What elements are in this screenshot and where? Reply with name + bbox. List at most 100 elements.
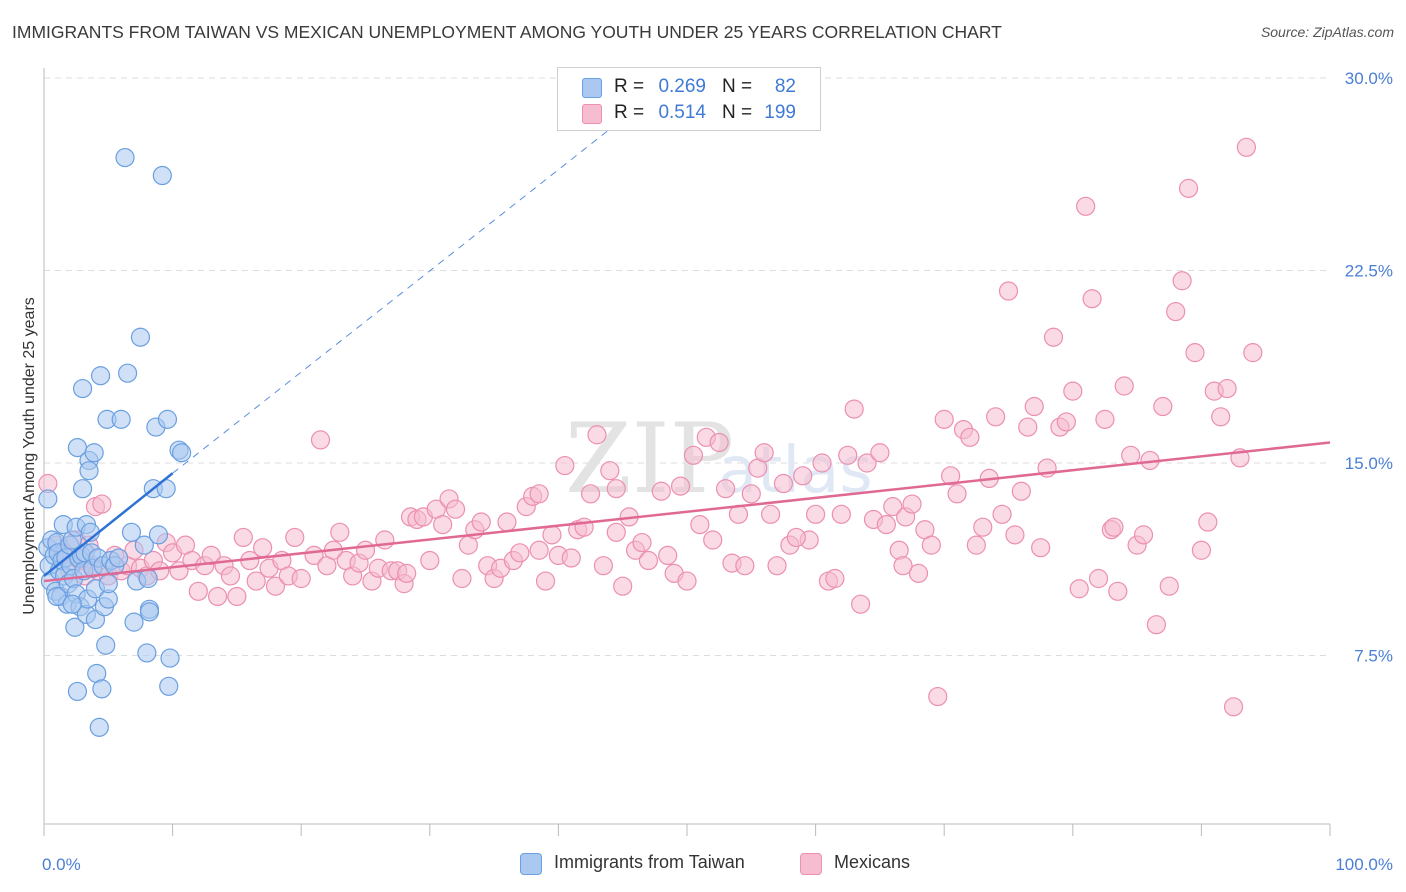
point-mexicans-162 [1082, 289, 1102, 309]
point-mexicans-35 [246, 571, 266, 591]
point-mexicans-187 [1243, 343, 1263, 363]
legend-mexicans-swatch [800, 853, 822, 875]
point-mexicans-54 [375, 530, 395, 550]
x-tick-label-0: 0.0% [42, 855, 81, 874]
point-mexicans-100 [677, 571, 697, 591]
point-mexicans-44 [310, 430, 331, 450]
legend-mexicans-label: Mexicans [834, 852, 911, 872]
point-mexicans-188 [606, 522, 626, 542]
point-mexicans-114 [767, 556, 787, 576]
point-mexicans-85 [574, 517, 594, 537]
point-taiwan-73 [152, 165, 172, 186]
point-mexicans-190 [397, 563, 417, 583]
r-label: R = [614, 76, 645, 97]
point-mexicans-131 [883, 497, 903, 517]
point-taiwan-62 [124, 612, 144, 632]
point-mexicans-28 [201, 545, 221, 566]
point-mexicans-75 [510, 543, 530, 563]
point-mexicans-153 [1024, 396, 1044, 417]
point-taiwan-46 [89, 717, 109, 737]
point-mexicans-140 [941, 466, 961, 486]
tick-labels: 7.5% 15.0% 22.5% 30.0% 0.0% 100.0% [42, 69, 1393, 874]
y-tick-label-1: 15.0% [1345, 454, 1393, 473]
point-mexicans-151 [1011, 481, 1031, 501]
point-mexicans-177 [1178, 178, 1199, 198]
point-taiwan-29 [72, 479, 93, 499]
r-value: 0.514 [658, 102, 706, 123]
point-mexicans-115 [773, 473, 794, 494]
point-mexicans-130 [876, 514, 896, 535]
point-mexicans-88 [593, 556, 614, 576]
point-mexicans-91 [613, 576, 633, 596]
point-mexicans-179 [1191, 540, 1212, 560]
n-value: 82 [774, 76, 796, 97]
point-mexicans-90 [606, 479, 626, 499]
point-taiwan-69 [139, 602, 160, 622]
point-mexicans-192 [893, 556, 913, 576]
series-mexicans-points [38, 137, 1263, 717]
point-mexicans-184 [1223, 697, 1244, 717]
y-tick-label-3: 30.0% [1345, 69, 1393, 88]
point-mexicans-33 [233, 527, 253, 548]
point-mexicans-89 [600, 461, 620, 481]
point-taiwan-64 [130, 327, 151, 347]
point-mexicans-175 [1166, 301, 1186, 322]
point-mexicans-86 [580, 484, 601, 504]
point-mexicans-173 [1153, 396, 1173, 417]
r-value: 0.269 [658, 76, 706, 97]
point-mexicans-124 [838, 445, 858, 465]
chart-title: IMMIGRANTS FROM TAIWAN VS MEXICAN UNEMPL… [12, 22, 1002, 42]
point-mexicans-174 [1159, 576, 1179, 596]
point-mexicans-26 [188, 581, 208, 601]
point-mexicans-96 [651, 481, 671, 501]
point-mexicans-87 [587, 425, 607, 445]
point-mexicans-32 [227, 586, 247, 607]
r-label: R = [614, 102, 645, 123]
point-taiwan-65 [134, 535, 154, 555]
point-mexicans-193 [1104, 517, 1124, 537]
taiwan-swatch [582, 78, 602, 98]
point-taiwan-54 [98, 574, 118, 594]
point-mexicans-186 [1236, 137, 1257, 157]
axes [43, 68, 1331, 836]
point-mexicans-137 [921, 535, 941, 555]
point-mexicans-29 [208, 586, 228, 607]
point-mexicans-178 [1185, 343, 1205, 363]
point-mexicans-135 [908, 563, 929, 583]
legend-taiwan-label: Immigrants from Taiwan [554, 852, 745, 872]
point-mexicans-123 [831, 504, 851, 524]
point-mexicans-104 [703, 530, 723, 550]
point-mexicans-163 [1088, 568, 1109, 589]
point-mexicans-191 [786, 527, 806, 548]
point-taiwan-60 [117, 363, 138, 383]
point-mexicans-78 [529, 484, 549, 504]
point-mexicans-180 [1198, 512, 1218, 532]
y-axis-label: Unemployment Among Youth under 25 years [21, 297, 38, 615]
point-mexicans-152 [1018, 417, 1038, 437]
point-mexicans-166 [1108, 581, 1128, 601]
point-mexicans-106 [715, 479, 736, 499]
point-taiwan-37 [79, 461, 99, 481]
point-taiwan-79 [172, 443, 192, 463]
point-mexicans-51 [355, 540, 376, 560]
point-mexicans-31 [220, 566, 241, 586]
point-mexicans-36 [253, 538, 273, 558]
point-mexicans-47 [330, 522, 350, 542]
point-mexicans-112 [754, 443, 774, 463]
point-mexicans-65 [445, 499, 466, 519]
point-mexicans-170 [1133, 525, 1154, 545]
stats-box: R = 0.269 N = 82 R = 0.514 N = 199 [557, 67, 821, 131]
point-taiwan-59 [115, 147, 135, 168]
point-mexicans-189 [529, 540, 549, 560]
point-taiwan-0 [38, 489, 58, 509]
point-mexicans-138 [928, 686, 948, 707]
trend-taiwan-dashed [172, 118, 624, 474]
point-mexicans-160 [1069, 579, 1089, 599]
source-label: Source: ZipAtlas.com [1260, 24, 1394, 40]
point-mexicans-161 [1076, 196, 1096, 216]
point-mexicans-122 [825, 568, 845, 589]
point-mexicans-129 [870, 443, 890, 463]
point-mexicans-38 [265, 576, 286, 596]
point-mexicans-101 [683, 445, 704, 465]
point-mexicans-156 [1043, 327, 1064, 347]
